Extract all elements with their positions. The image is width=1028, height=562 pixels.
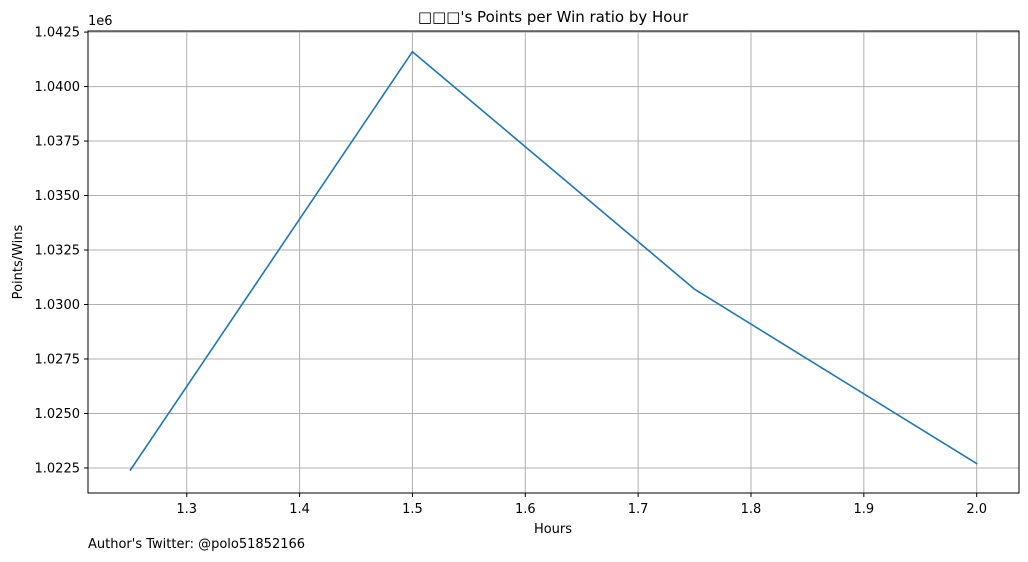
y-tick-label: 1.0275 xyxy=(35,352,81,367)
x-tick-label: 1.8 xyxy=(741,502,762,517)
x-tick-label: 1.6 xyxy=(515,502,536,517)
y-tick-label: 1.0225 xyxy=(35,461,81,476)
axes-frame xyxy=(87,30,1020,494)
x-axis-ticks: 1.3 1.4 1.5 1.6 1.7 1.8 1.9 2.0 xyxy=(176,493,987,517)
x-tick-label: 1.9 xyxy=(853,502,874,517)
x-tick-label: 2.0 xyxy=(966,502,987,517)
author-credit: Author's Twitter: @polo51852166 xyxy=(88,537,306,552)
x-tick-label: 1.5 xyxy=(402,502,423,517)
x-tick-label: 1.4 xyxy=(289,502,310,517)
y-tick-label: 1.0350 xyxy=(35,189,81,204)
y-tick-label: 1.0250 xyxy=(35,407,81,422)
y-tick-label: 1.0375 xyxy=(35,135,81,150)
y-tick-label: 1.0400 xyxy=(35,80,81,95)
y-axis-ticks: 1.0225 1.0250 1.0275 1.0300 1.0325 1.0350 1.03… xyxy=(35,26,88,476)
series-layer xyxy=(129,50,978,471)
y-axis-label: Points/Wins xyxy=(11,224,26,299)
chart-title: □□□'s Points per Win ratio by Hour xyxy=(418,8,689,26)
y-tick-label: 1.0325 xyxy=(35,244,81,259)
y-offset-label: 1e6 xyxy=(88,14,113,29)
x-axis-label: Hours xyxy=(534,522,572,537)
x-tick-label: 1.7 xyxy=(628,502,649,517)
y-tick-label: 1.0300 xyxy=(35,298,81,313)
y-tick-label: 1.0425 xyxy=(35,26,81,41)
grid-lines xyxy=(88,31,1019,493)
x-tick-label: 1.3 xyxy=(176,502,197,517)
series-line xyxy=(129,50,978,471)
